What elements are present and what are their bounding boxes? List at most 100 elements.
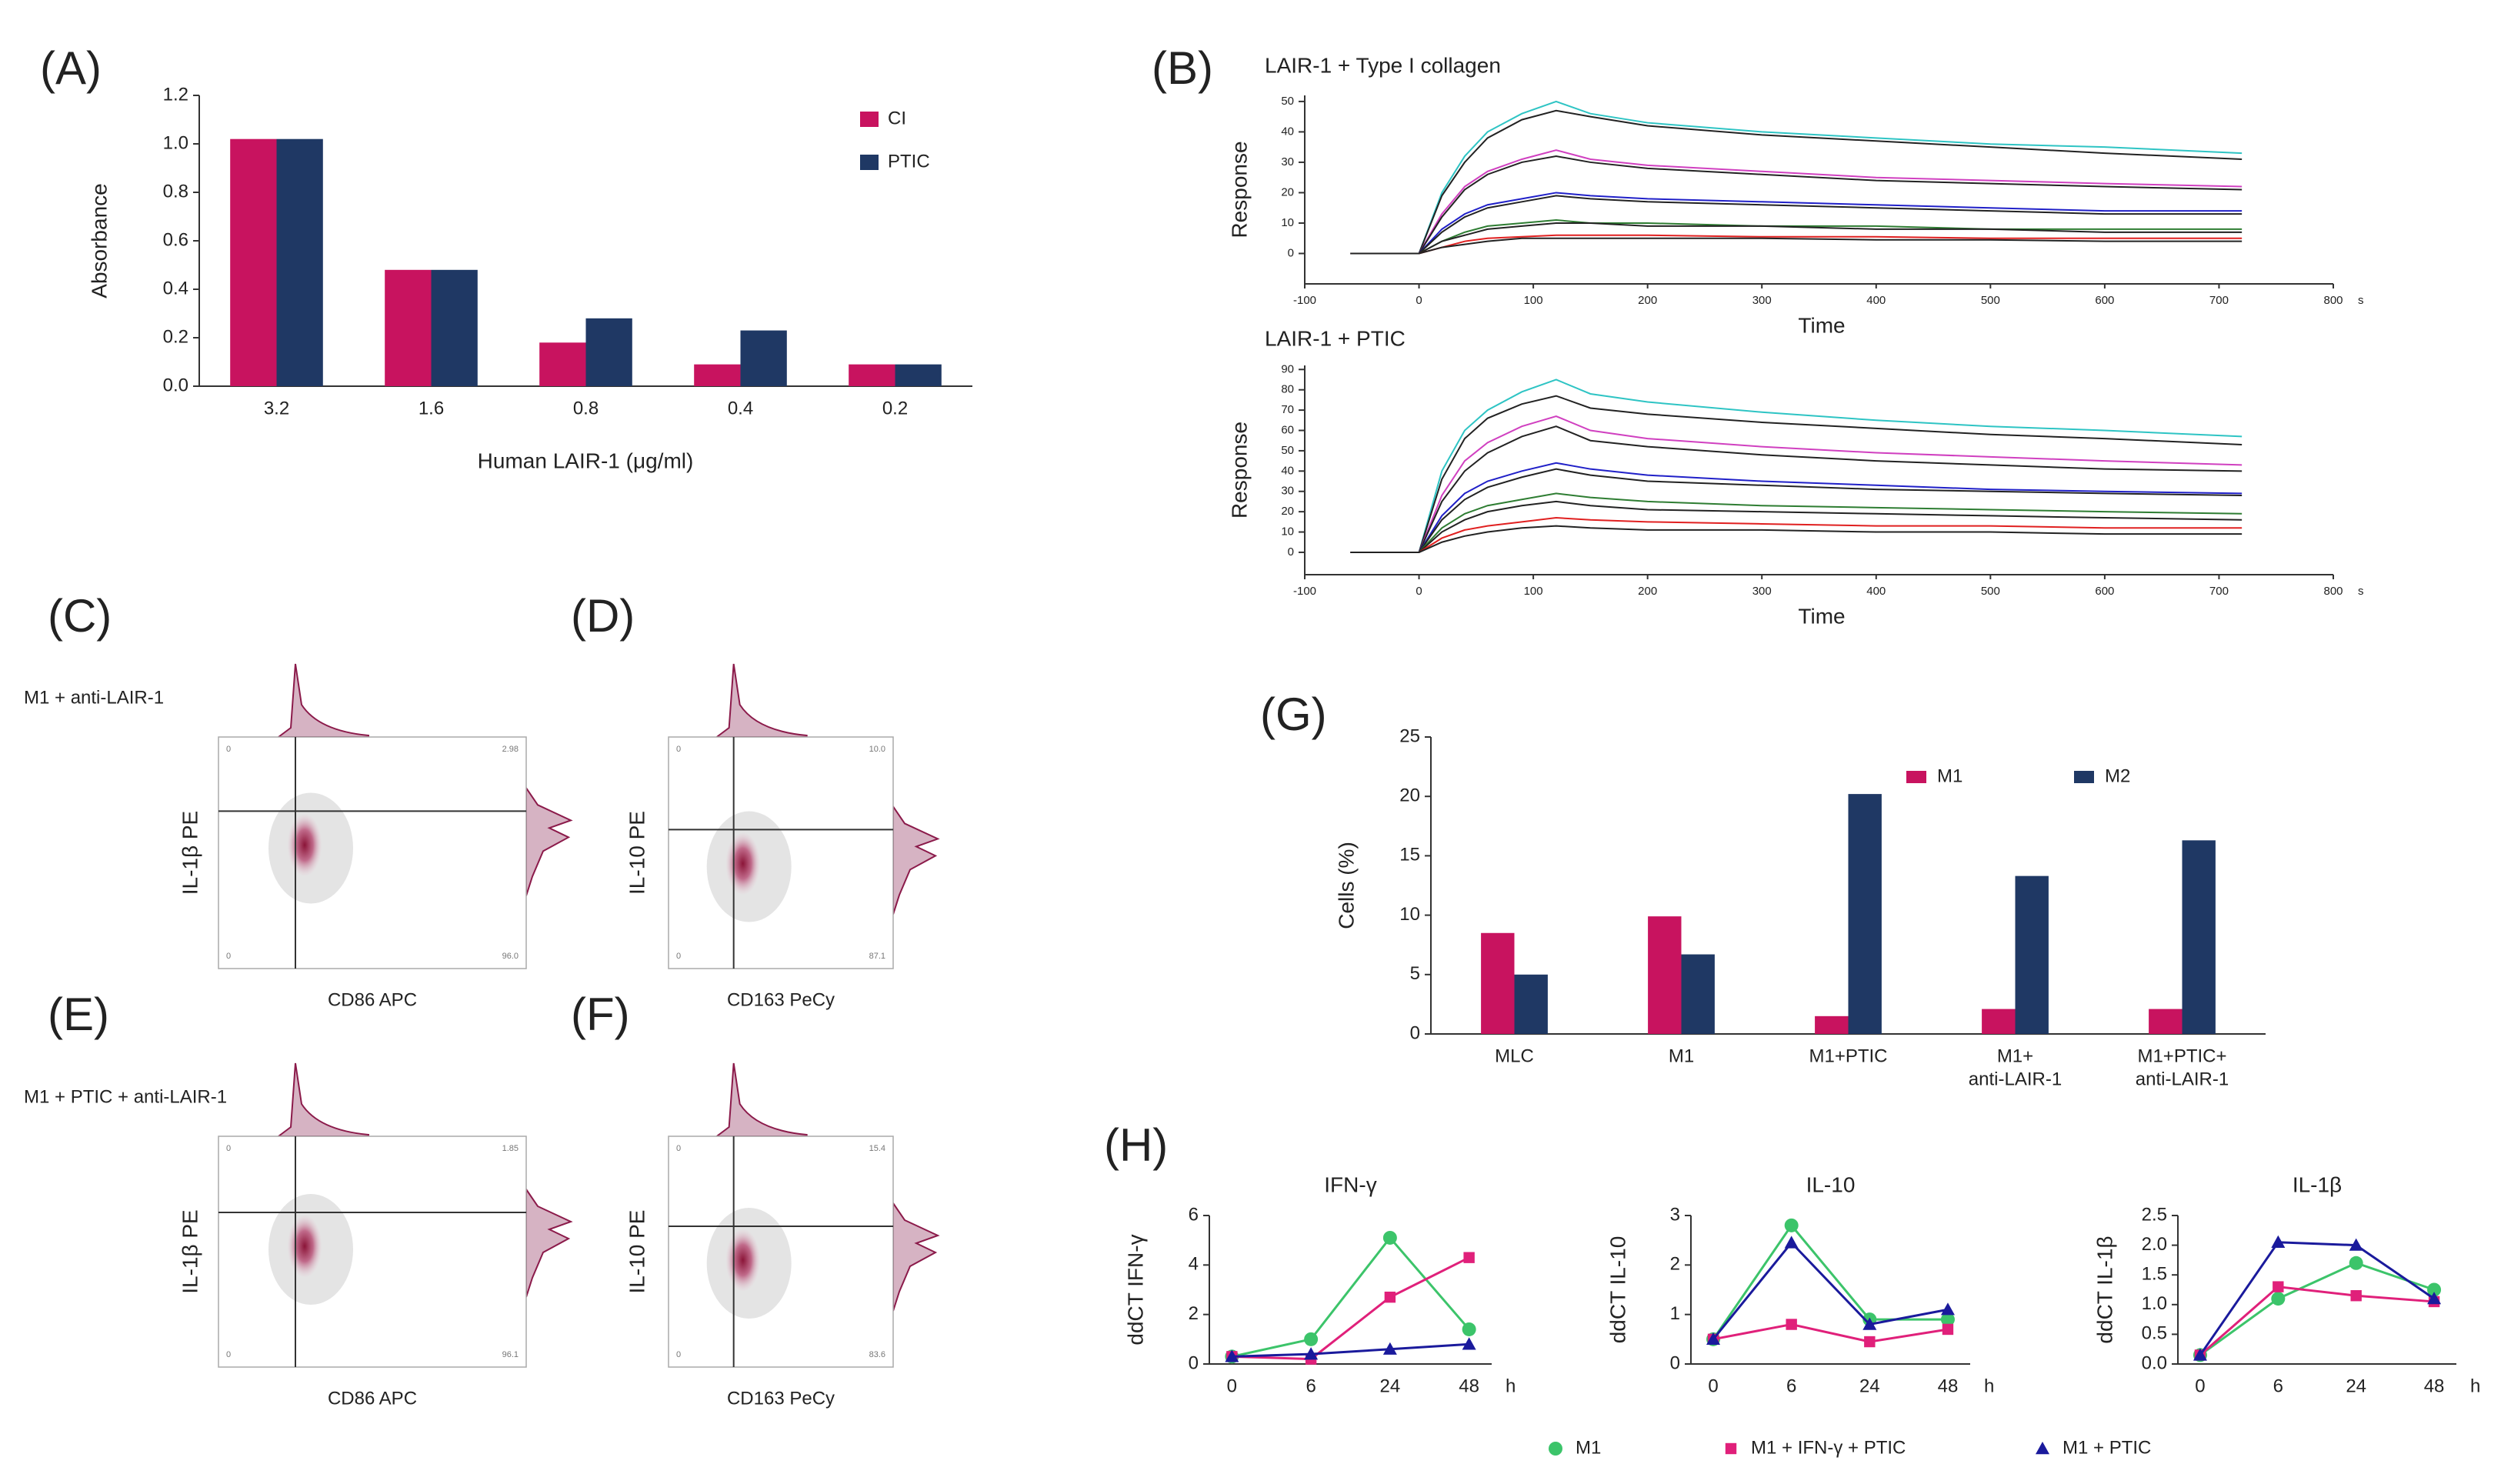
series-line <box>1350 222 2243 255</box>
marker <box>1725 1442 1737 1455</box>
x-tick-label: anti-LAIR-1 <box>1969 1069 2062 1089</box>
bar <box>1681 954 1715 1034</box>
bar <box>2149 1009 2183 1034</box>
bar <box>539 342 586 386</box>
y-axis-label: ddCT IL-10 <box>1606 1236 1629 1344</box>
series-line <box>1350 425 2243 553</box>
x-tick-label: M1+ <box>1997 1045 2033 1066</box>
y-tick-label: 80 <box>1281 383 1294 396</box>
series-line <box>1350 525 2243 553</box>
bar <box>740 330 787 386</box>
x-tick-label: 200 <box>1638 294 1657 307</box>
chart-title: LAIR-1 + Type I collagen <box>1265 53 1501 77</box>
y-axis-label: Response <box>1227 141 1251 238</box>
y-tick-label: 4 <box>1189 1254 1199 1275</box>
series-line <box>1350 155 2243 255</box>
x-tick-label: 600 <box>2095 294 2114 307</box>
marker <box>2036 1442 2049 1455</box>
histogram-top <box>714 1062 808 1137</box>
series-line <box>1350 415 2243 553</box>
x-tick-label: 0.4 <box>728 398 753 419</box>
x-unit: h <box>2470 1376 2480 1396</box>
bar <box>694 364 741 386</box>
x-tick-label: 0 <box>1708 1376 1718 1396</box>
legend-swatch <box>1906 771 1926 783</box>
y-axis-label: Absorbance <box>87 183 111 298</box>
y-tick-label: 70 <box>1281 403 1294 416</box>
y-tick-label: 20 <box>1281 505 1294 518</box>
series-line <box>1350 492 2243 553</box>
y-tick-label: 10 <box>1281 216 1294 229</box>
quadrant-value: 0 <box>226 1144 231 1153</box>
y-tick-label: 2.0 <box>2142 1234 2167 1255</box>
x-tick-label: 100 <box>1524 585 1543 598</box>
x-tick-label: 3.2 <box>264 398 289 419</box>
y-tick-label: 3 <box>1670 1204 1680 1225</box>
y-tick-label: 0.0 <box>163 375 188 395</box>
marker <box>1942 1323 1954 1336</box>
chart-title: IL-1β <box>2293 1172 2342 1196</box>
x-axis-label: Human LAIR-1 (μg/ml) <box>478 449 694 472</box>
x-tick-label: M1+PTIC <box>1809 1045 1887 1066</box>
marker <box>1462 1322 1476 1336</box>
marker <box>2350 1290 2362 1302</box>
y-tick-label: 10 <box>1399 904 1420 925</box>
y-tick-label: 0.5 <box>2142 1323 2167 1344</box>
x-axis-label: Time <box>1798 604 1845 628</box>
plot-box <box>218 1136 527 1368</box>
x-tick-label: 400 <box>1866 294 1886 307</box>
series-line <box>1232 1256 1470 1361</box>
bar <box>1514 974 1548 1034</box>
series-line <box>2199 1241 2435 1356</box>
legend-label: M1 <box>1576 1437 1601 1458</box>
marker <box>1463 1252 1475 1263</box>
quadrant-value: 0 <box>226 1350 231 1359</box>
y-tick-label: 90 <box>1281 362 1294 375</box>
marker <box>1784 1236 1799 1249</box>
chart-title: IFN-γ <box>1324 1172 1376 1196</box>
panel-letter: (E) <box>48 989 109 1040</box>
y-tick-label: 60 <box>1281 423 1294 436</box>
y-tick-label: 0 <box>1410 1022 1420 1043</box>
legend-label: M1 + PTIC <box>2062 1437 2151 1458</box>
bar <box>1815 1015 1849 1034</box>
series-line <box>1712 1223 1948 1340</box>
y-tick-label: 2.5 <box>2142 1204 2167 1225</box>
x-unit: h <box>1984 1376 1994 1396</box>
x-axis-label: CD86 APC <box>328 989 417 1010</box>
legend-swatch <box>860 112 879 127</box>
x-tick-label: 0 <box>2195 1376 2205 1396</box>
x-axis-label: Time <box>1798 313 1845 337</box>
y-tick-label: 0 <box>1288 545 1294 559</box>
y-tick-label: 0 <box>1670 1352 1680 1373</box>
bar <box>849 364 895 386</box>
marker <box>1862 1317 1877 1330</box>
bar <box>2182 840 2216 1034</box>
y-axis-label: Response <box>1227 422 1251 519</box>
bar <box>431 269 478 386</box>
x-tick-label: 300 <box>1752 585 1772 598</box>
x-tick-label: 800 <box>2323 585 2343 598</box>
series-line <box>1350 395 2243 553</box>
x-tick-label: 400 <box>1866 585 1886 598</box>
y-tick-label: 30 <box>1281 485 1294 498</box>
histogram-right <box>525 1186 573 1298</box>
histogram-top <box>276 663 369 738</box>
bar <box>1648 916 1682 1034</box>
x-tick-label: 500 <box>1981 585 2000 598</box>
quadrant-value: 0 <box>676 1350 681 1359</box>
density <box>725 1229 760 1291</box>
y-tick-label: 0 <box>1189 1352 1199 1373</box>
y-tick-label: 0 <box>1288 246 1294 259</box>
legend-swatch <box>860 155 879 170</box>
histogram-right <box>892 1200 940 1312</box>
x-tick-label: 700 <box>2209 294 2229 307</box>
quadrant-value: 96.0 <box>502 952 519 961</box>
series-line <box>1350 100 2243 255</box>
legend-label: PTIC <box>888 151 930 172</box>
series-line <box>1350 379 2243 553</box>
histogram-top <box>714 663 808 738</box>
bar <box>895 364 942 386</box>
marker <box>2193 1348 2207 1361</box>
